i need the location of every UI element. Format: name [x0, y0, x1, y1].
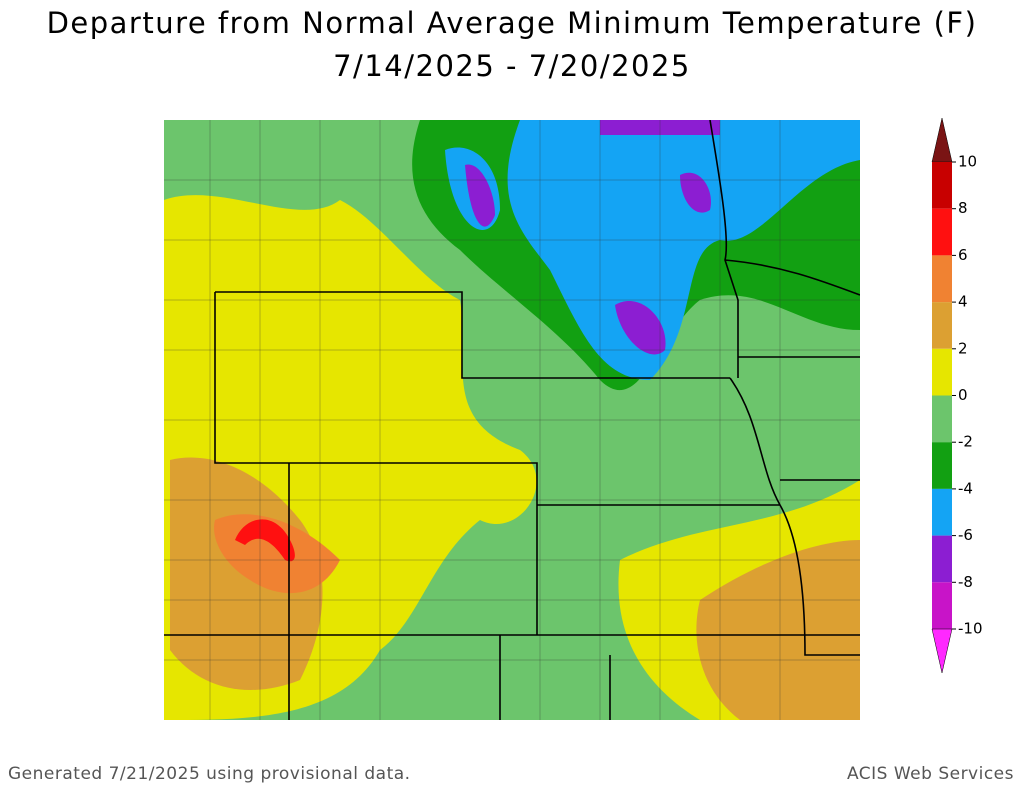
legend-tick-label: -6: [958, 526, 973, 544]
legend-arrow-bottom: [931, 628, 953, 674]
legend-tick-label: 10: [958, 153, 977, 171]
legend-tick-label: -4: [958, 479, 973, 497]
legend-arrow-top: [931, 117, 953, 163]
legend-tick-label: 4: [958, 293, 968, 311]
legend-bin: [932, 535, 952, 583]
warm-region: [696, 540, 860, 720]
map: [164, 120, 860, 720]
cold-region: [507, 120, 860, 380]
legend-bin: [932, 582, 952, 629]
subtitle: 7/14/2025 - 7/20/2025: [333, 49, 691, 83]
title: Departure from Normal Average Minimum Te…: [47, 6, 978, 40]
legend-bin: [932, 488, 952, 536]
hot-spot: [235, 519, 295, 562]
very-cold: [680, 172, 711, 213]
legend-tick-label: 8: [958, 199, 968, 217]
legend-bin: [932, 348, 952, 396]
footer-right: ACIS Web Services: [847, 764, 1014, 784]
legend-tick-label: -2: [958, 433, 973, 451]
legend-tick-label: 0: [958, 386, 968, 404]
legend-bin: [932, 302, 952, 349]
legend-bin: [932, 255, 952, 303]
legend-tick-label: -8: [958, 573, 973, 591]
very-cold: [615, 301, 666, 355]
legend-tick-label: 6: [958, 246, 968, 264]
legend-bin: [932, 162, 952, 209]
legend: 10 8 6 4 2 0 -2 -4 -6 -8 -10: [931, 117, 983, 674]
legend-bin: [932, 442, 952, 489]
legend-bin: [932, 395, 952, 443]
legend-tick-label: 2: [958, 339, 968, 357]
legend-tick-label: -10: [958, 620, 983, 638]
legend-bin: [932, 208, 952, 256]
footer-left: Generated 7/21/2025 using provisional da…: [8, 764, 411, 784]
